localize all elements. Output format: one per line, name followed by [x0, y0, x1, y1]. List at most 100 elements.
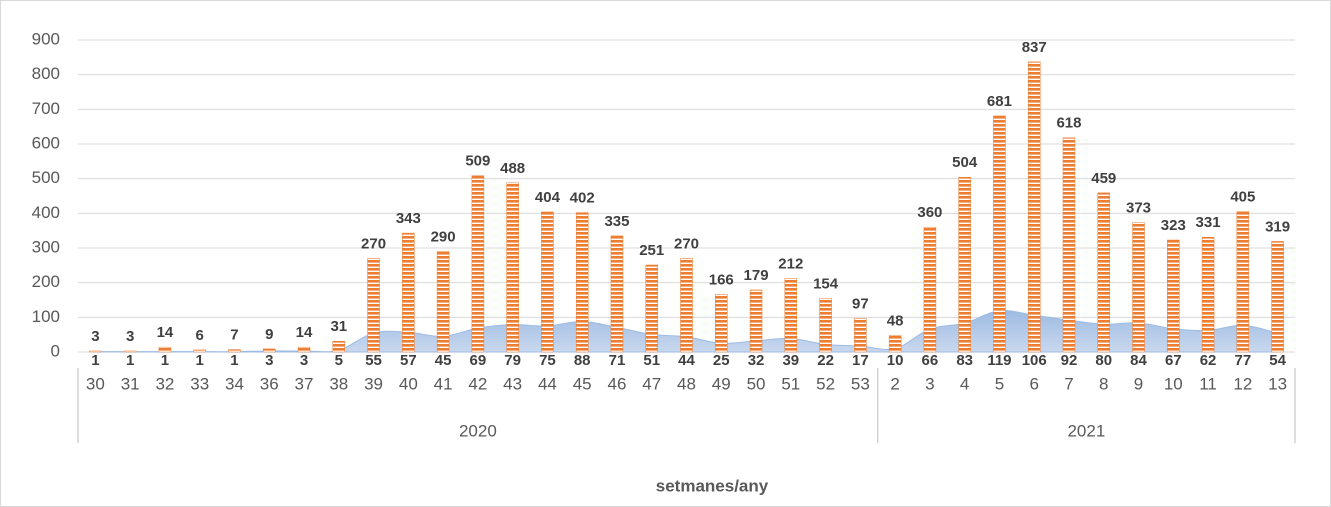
- x-tick-label: 10: [1164, 374, 1183, 393]
- x-tick-label: 2: [890, 374, 899, 393]
- bar: [784, 278, 798, 353]
- x-group-label: 2021: [1067, 421, 1105, 440]
- y-tick-label: 800: [32, 64, 60, 83]
- y-tick-label: 100: [32, 307, 60, 326]
- x-tick-label: 37: [295, 374, 314, 393]
- data-label: 51: [643, 352, 660, 369]
- bar: [123, 350, 137, 353]
- data-label: 270: [361, 235, 386, 252]
- data-label: 1: [91, 352, 99, 369]
- data-label: 67: [1165, 352, 1182, 369]
- bar: [1236, 211, 1250, 353]
- bar: [506, 182, 519, 353]
- x-tick-label: 31: [121, 374, 140, 393]
- x-tick-label: 13: [1268, 374, 1287, 393]
- bar: [332, 341, 346, 353]
- bar: [993, 115, 1006, 353]
- x-tick-label: 48: [677, 374, 696, 393]
- data-label: 319: [1265, 218, 1290, 235]
- bar: [1201, 237, 1215, 353]
- data-label: 84: [1130, 352, 1147, 369]
- y-tick-label: 700: [32, 99, 60, 118]
- data-label: 88: [574, 352, 591, 369]
- data-label: 404: [535, 189, 561, 206]
- bar: [1097, 192, 1111, 353]
- x-tick-label: 51: [781, 374, 800, 393]
- bar: [436, 251, 450, 353]
- data-label: 97: [852, 295, 869, 312]
- bar: [958, 177, 971, 353]
- data-label: 373: [1126, 200, 1151, 217]
- x-tick-label: 41: [434, 374, 453, 393]
- data-label: 75: [539, 352, 556, 369]
- y-tick-label: 400: [32, 203, 60, 222]
- data-label: 48: [887, 312, 904, 329]
- bar: [367, 258, 380, 353]
- data-label: 14: [157, 324, 174, 341]
- bar: [1271, 241, 1284, 353]
- bar: [1027, 61, 1041, 353]
- bar: [680, 258, 693, 353]
- x-tick-label: 46: [607, 374, 626, 393]
- data-label: 837: [1022, 39, 1047, 56]
- data-label: 14: [296, 324, 313, 341]
- x-tick-label: 44: [538, 374, 557, 393]
- data-label: 5: [335, 352, 343, 369]
- data-label: 290: [431, 228, 456, 245]
- x-tick-label: 50: [747, 374, 766, 393]
- bar: [715, 294, 728, 353]
- data-label: 3: [300, 352, 308, 369]
- data-label: 166: [709, 271, 734, 288]
- data-label: 17: [852, 352, 869, 369]
- data-label: 618: [1056, 115, 1081, 132]
- x-tick-label: 4: [960, 374, 969, 393]
- data-label: 7: [230, 327, 238, 344]
- x-tick-label: 47: [642, 374, 661, 393]
- bar: [575, 212, 589, 353]
- bar: [402, 232, 415, 353]
- x-tick-label: 33: [190, 374, 209, 393]
- data-label: 66: [922, 352, 939, 369]
- data-label: 80: [1095, 352, 1112, 369]
- bar: [1167, 239, 1180, 353]
- y-tick-label: 600: [32, 133, 60, 152]
- data-label: 39: [782, 352, 799, 369]
- data-label: 509: [465, 153, 490, 170]
- bar: [228, 349, 241, 353]
- data-label: 22: [817, 352, 834, 369]
- x-tick-label: 43: [503, 374, 522, 393]
- data-label: 119: [987, 352, 1011, 369]
- data-label: 402: [570, 190, 595, 207]
- x-tick-label: 42: [468, 374, 487, 393]
- bar: [262, 348, 276, 353]
- data-label: 331: [1196, 214, 1221, 231]
- data-label: 179: [744, 267, 769, 284]
- y-tick-label: 0: [51, 341, 60, 360]
- data-label: 10: [887, 352, 904, 369]
- x-tick-label: 6: [1029, 374, 1038, 393]
- data-label: 3: [265, 352, 273, 369]
- x-tick-label: 53: [851, 374, 870, 393]
- data-label: 335: [604, 213, 629, 230]
- data-label: 32: [748, 352, 765, 369]
- data-label: 1: [161, 352, 169, 369]
- data-label: 343: [396, 210, 421, 227]
- data-label: 77: [1234, 352, 1251, 369]
- bar: [1132, 222, 1145, 353]
- data-label: 55: [365, 352, 382, 369]
- data-label: 54: [1269, 352, 1286, 369]
- bar: [749, 289, 763, 353]
- x-tick-label: 12: [1233, 374, 1252, 393]
- data-label: 25: [713, 352, 730, 369]
- data-label: 71: [609, 352, 626, 369]
- bar: [610, 235, 624, 353]
- x-tick-label: 32: [155, 374, 174, 393]
- bar: [645, 264, 658, 353]
- data-label: 9: [265, 326, 273, 343]
- data-label: 323: [1161, 217, 1186, 234]
- bar: [471, 175, 485, 353]
- bar: [819, 298, 832, 353]
- data-label: 106: [1022, 352, 1047, 369]
- x-tick-label: 45: [573, 374, 592, 393]
